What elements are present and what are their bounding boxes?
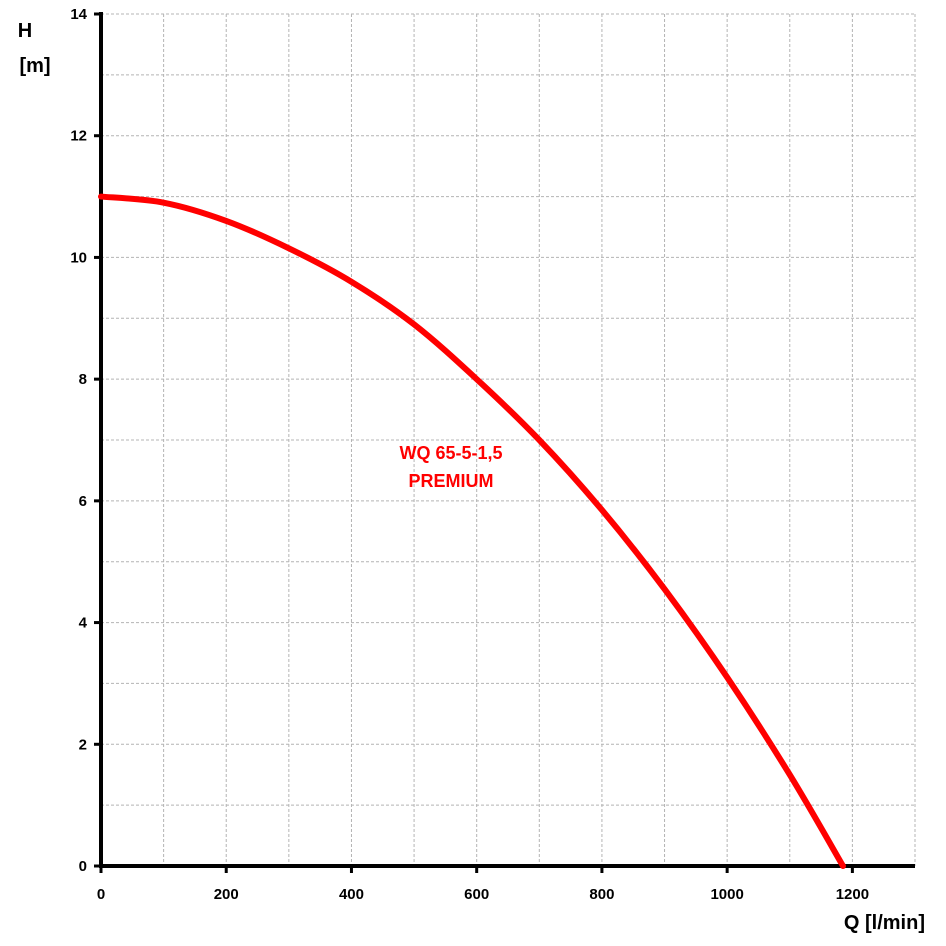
x-tick-label: 200 — [214, 886, 239, 903]
tick-labels: 0 2 4 6 8 10 12 14 0 200 400 600 800 1000 1200 — [70, 6, 869, 903]
series-annotation-model: WQ 65-5-1,5 — [399, 443, 502, 463]
y-tick-label: 12 — [70, 128, 87, 145]
x-tick-label: 1200 — [836, 886, 869, 903]
y-tick-label: 8 — [79, 371, 87, 388]
y-axis-label-symbol: H — [18, 20, 32, 42]
y-axis-label-unit: [m] — [19, 55, 50, 77]
grid — [101, 13, 916, 866]
y-tick-label: 4 — [79, 615, 88, 632]
y-tick-label: 14 — [70, 6, 87, 23]
series-annotation-variant: PREMIUM — [409, 471, 494, 491]
y-tick-label: 2 — [79, 736, 87, 753]
x-tick-label: 0 — [97, 886, 105, 903]
x-axis-label: Q [l/min] — [844, 912, 925, 934]
y-tick-label: 0 — [79, 858, 87, 875]
x-tick-label: 600 — [464, 886, 489, 903]
y-tick-label: 6 — [79, 493, 87, 510]
x-tick-label: 400 — [339, 886, 364, 903]
y-tick-label: 10 — [70, 249, 87, 266]
axes — [94, 12, 915, 873]
x-tick-label: 1000 — [710, 886, 743, 903]
series-layer — [98, 193, 846, 869]
x-tick-label: 800 — [589, 886, 614, 903]
series-line — [98, 193, 846, 869]
